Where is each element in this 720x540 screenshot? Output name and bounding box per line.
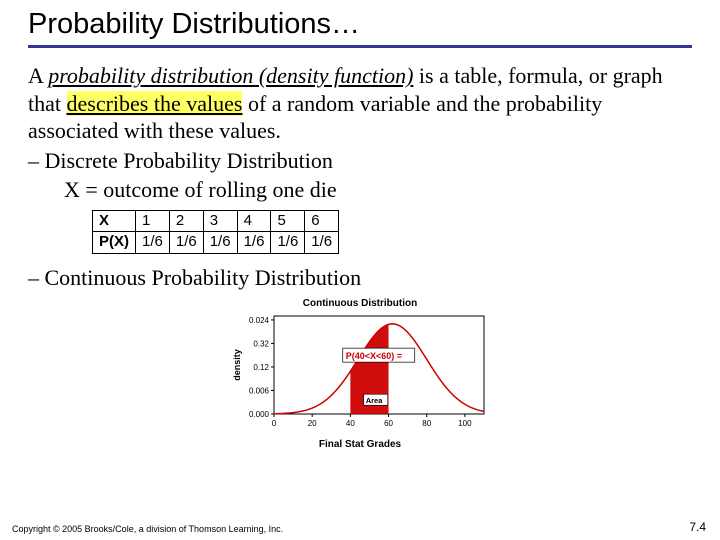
chart-svg: 0.000 0.006 0.12 0.32 0.024 0 20 40 60 80 100 densi…	[230, 312, 490, 430]
svg-text:60: 60	[384, 419, 393, 428]
cell-header-x: X	[93, 210, 136, 232]
cell: 1	[136, 210, 170, 232]
cell: 4	[237, 210, 271, 232]
bullet-discrete-sub: X = outcome of rolling one die	[64, 176, 692, 204]
copyright-footer: Copyright © 2005 Brooks/Cole, a division…	[12, 524, 283, 534]
svg-text:P(40<X<60) =: P(40<X<60) =	[346, 351, 402, 361]
body-text: A probability distribution (density func…	[28, 62, 692, 451]
cell: 6	[305, 210, 339, 232]
svg-text:40: 40	[346, 419, 355, 428]
cell: 1/6	[271, 232, 305, 254]
cell: 1/6	[305, 232, 339, 254]
cell: 2	[169, 210, 203, 232]
chart-xlabel: Final Stat Grades	[230, 439, 490, 452]
svg-text:0.024: 0.024	[249, 316, 270, 325]
term-text: probability distribution (density functi…	[48, 63, 413, 88]
definition-paragraph: A probability distribution (density func…	[28, 62, 692, 145]
svg-text:0.006: 0.006	[249, 386, 270, 395]
table-row: P(X) 1/6 1/6 1/6 1/6 1/6 1/6	[93, 232, 339, 254]
svg-text:80: 80	[422, 419, 431, 428]
cell: 1/6	[203, 232, 237, 254]
svg-text:100: 100	[458, 419, 472, 428]
continuous-chart: Continuous Distribution 0.0000.0060.120.…	[230, 298, 490, 452]
highlight-text: describes the values	[67, 91, 243, 116]
slide-title: Probability Distributions…	[28, 8, 692, 48]
cell: 1/6	[136, 232, 170, 254]
cell: 3	[203, 210, 237, 232]
bullet-discrete: – Discrete Probability Distribution	[28, 147, 692, 175]
cell: 1/6	[237, 232, 271, 254]
bullet-continuous: – Continuous Probability Distribution	[28, 264, 692, 292]
page-number: 7.4	[689, 520, 706, 534]
cell-header-px: P(X)	[93, 232, 136, 254]
die-table-wrap: X 1 2 3 4 5 6 P(X) 1/6 1/6 1/6 1/6 1/6 1…	[92, 210, 692, 255]
svg-text:Area: Area	[366, 396, 384, 405]
lead-text: A	[28, 63, 48, 88]
table-row: X 1 2 3 4 5 6	[93, 210, 339, 232]
svg-text:0: 0	[272, 419, 277, 428]
svg-text:0.32: 0.32	[253, 339, 269, 348]
svg-text:0.12: 0.12	[253, 363, 269, 372]
cell: 5	[271, 210, 305, 232]
chart-title: Continuous Distribution	[230, 298, 490, 311]
svg-text:density: density	[232, 349, 242, 381]
cell: 1/6	[169, 232, 203, 254]
die-table: X 1 2 3 4 5 6 P(X) 1/6 1/6 1/6 1/6 1/6 1…	[92, 210, 339, 255]
svg-text:0.000: 0.000	[249, 410, 270, 419]
svg-text:20: 20	[308, 419, 317, 428]
